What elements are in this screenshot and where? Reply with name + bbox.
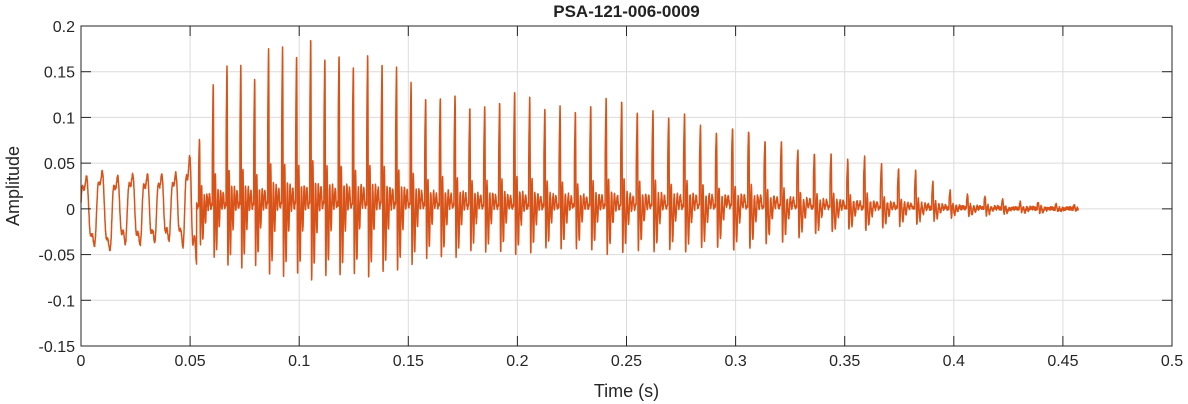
- x-tick-labels: 0 0.05 0.1 0.15 0.2 0.25 0.3 0.35 0.4 0.45 0.5: [77, 353, 1184, 370]
- x-tick-label: 0: [77, 353, 86, 370]
- x-tick-label: 0.2: [506, 353, 528, 370]
- series-group: [80, 39, 1079, 281]
- y-tick-label: 0: [66, 202, 75, 219]
- y-tick-label: 0.2: [53, 19, 75, 36]
- y-axis-label: Amplitude: [3, 146, 23, 226]
- y-tick-label: 0.1: [53, 110, 75, 127]
- x-tick-label: 0.45: [1047, 353, 1078, 370]
- x-tick-label: 0.3: [724, 353, 746, 370]
- chart-title: PSA-121-006-0009: [553, 2, 700, 21]
- x-tick-label: 0.25: [611, 353, 642, 370]
- x-tick-label: 0.1: [288, 353, 310, 370]
- waveform-line: [80, 39, 1079, 281]
- x-tick-label: 0.35: [829, 353, 860, 370]
- x-tick-label: 0.05: [175, 353, 206, 370]
- x-axis-label: Time (s): [594, 381, 659, 401]
- tick-marks: [80, 25, 1173, 347]
- y-tick-labels: -0.15 -0.1 -0.05 0 0.05 0.1 0.15 0.2: [39, 19, 76, 356]
- y-tick-label: -0.1: [47, 293, 75, 310]
- y-tick-label: -0.05: [39, 248, 76, 265]
- x-tick-label: 0.4: [943, 353, 965, 370]
- y-tick-label: 0.05: [44, 156, 75, 173]
- y-tick-label: -0.15: [39, 339, 76, 356]
- x-tick-label: 0.5: [1161, 353, 1183, 370]
- x-tick-label: 0.15: [393, 353, 424, 370]
- y-tick-label: 0.15: [44, 65, 75, 82]
